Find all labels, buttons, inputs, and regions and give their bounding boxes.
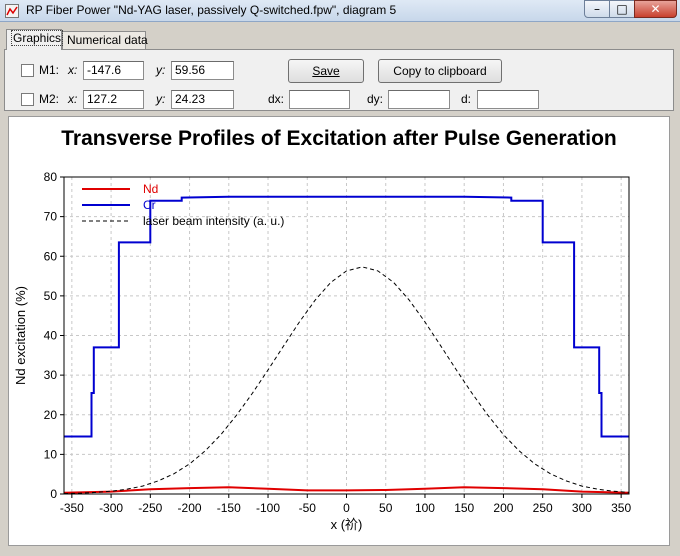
tab-graphics[interactable]: Graphics bbox=[6, 29, 64, 50]
series-line-nd bbox=[63, 486, 630, 494]
close-icon: ✕ bbox=[650, 2, 661, 16]
save-button[interactable]: Save bbox=[288, 59, 364, 83]
legend-label: laser beam intensity (a. u.) bbox=[143, 214, 284, 228]
dx-label: dx: bbox=[268, 92, 285, 106]
x-tick-label: 250 bbox=[533, 501, 553, 515]
excitation-chart[interactable]: Transverse Profiles of Excitation after … bbox=[9, 117, 669, 545]
y-tick-label: 0 bbox=[50, 487, 57, 501]
window-title: RP Fiber Power "Nd-YAG laser, passively … bbox=[26, 3, 397, 17]
x-tick-label: 0 bbox=[343, 501, 350, 515]
tab-numerical-data-label: Numerical data bbox=[67, 33, 148, 47]
series-line-laser bbox=[63, 266, 630, 495]
x-tick-label: -200 bbox=[178, 501, 202, 515]
legend-label: Cr bbox=[143, 198, 156, 212]
m1-x-label: x: bbox=[68, 63, 78, 77]
x-tick-label: 150 bbox=[454, 501, 474, 515]
y-tick-label: 50 bbox=[44, 289, 58, 303]
x-tick-label: 50 bbox=[379, 501, 393, 515]
y-tick-label: 30 bbox=[44, 368, 58, 382]
y-axis-label: Nd excitation (%) bbox=[13, 286, 28, 385]
dx-field[interactable] bbox=[289, 90, 350, 109]
copy-button-label: Copy to clipboard bbox=[393, 64, 487, 78]
x-tick-label: -150 bbox=[217, 501, 241, 515]
dy-label: dy: bbox=[367, 92, 384, 106]
x-tick-label: 300 bbox=[572, 501, 592, 515]
x-tick-label: -250 bbox=[138, 501, 162, 515]
m1-y-label: y: bbox=[156, 63, 166, 77]
m1-label: M1: bbox=[39, 63, 60, 77]
tab-graphics-label: Graphics bbox=[11, 30, 64, 46]
m1-x-field[interactable]: -147.6 bbox=[83, 61, 144, 80]
m2-y-field[interactable]: 24.23 bbox=[171, 90, 234, 109]
legend-label: Nd bbox=[143, 182, 158, 196]
y-tick-label: 70 bbox=[44, 210, 58, 224]
plot-frame bbox=[63, 176, 630, 495]
chart-series bbox=[63, 195, 630, 495]
minimize-button[interactable]: – bbox=[584, 0, 610, 18]
chart-legend: Nd Cr laser beam intensity (a. u.) bbox=[82, 182, 284, 228]
d-field[interactable] bbox=[477, 90, 539, 109]
x-tick-label: -50 bbox=[299, 501, 317, 515]
m2-y-label: y: bbox=[156, 92, 166, 106]
dy-field[interactable] bbox=[388, 90, 450, 109]
series-line-cr bbox=[64, 195, 629, 438]
chart-title: Transverse Profiles of Excitation after … bbox=[61, 127, 617, 150]
d-label: d: bbox=[461, 92, 472, 106]
tab-numerical-data[interactable]: Numerical data bbox=[62, 31, 148, 49]
y-tick-label: 40 bbox=[44, 329, 58, 343]
m1-checkbox[interactable] bbox=[21, 64, 34, 77]
m2-label: M2: bbox=[39, 92, 60, 106]
marker-panel: M1: x: -147.6 y: 59.56 M2: x: 127.2 y: 2… bbox=[4, 49, 674, 111]
x-tick-label: -350 bbox=[60, 501, 84, 515]
plot-area[interactable]: Transverse Profiles of Excitation after … bbox=[8, 116, 670, 546]
minimize-icon: – bbox=[594, 2, 600, 16]
x-tick-label: 100 bbox=[415, 501, 435, 515]
x-tick-label: -300 bbox=[99, 501, 123, 515]
m2-checkbox[interactable] bbox=[21, 93, 34, 106]
maximize-button[interactable]: □ bbox=[609, 0, 635, 18]
y-tick-label: 10 bbox=[44, 447, 58, 461]
y-tick-label: 20 bbox=[44, 408, 58, 422]
close-button[interactable]: ✕ bbox=[634, 0, 677, 18]
copy-to-clipboard-button[interactable]: Copy to clipboard bbox=[378, 59, 502, 83]
m2-x-label: x: bbox=[68, 92, 78, 106]
y-tick-label: 60 bbox=[44, 249, 58, 263]
m2-x-field[interactable]: 127.2 bbox=[83, 90, 144, 109]
title-bar: RP Fiber Power "Nd-YAG laser, passively … bbox=[0, 0, 680, 22]
m1-y-field[interactable]: 59.56 bbox=[171, 61, 234, 80]
y-tick-label: 80 bbox=[44, 170, 58, 184]
x-axis-label: x (祄) bbox=[331, 517, 363, 532]
x-tick-label: 350 bbox=[611, 501, 631, 515]
x-tick-label: -100 bbox=[256, 501, 280, 515]
maximize-icon: □ bbox=[616, 2, 628, 16]
x-tick-label: 200 bbox=[493, 501, 513, 515]
save-button-label: Save bbox=[312, 64, 340, 78]
app-icon bbox=[5, 4, 19, 18]
chart-ticks: -350 -300 -250 -200 -150 -100 -50 0 50 100 150 200 2… bbox=[44, 170, 632, 515]
